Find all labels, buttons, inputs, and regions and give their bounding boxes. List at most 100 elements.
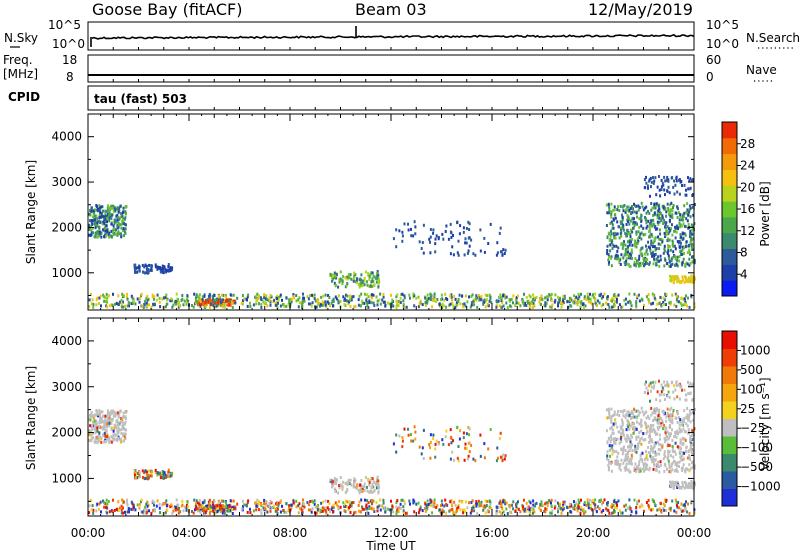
data-cell	[647, 503, 650, 507]
data-cell	[671, 414, 674, 418]
data-cell	[262, 506, 265, 510]
data-cell	[120, 302, 123, 306]
data-cell	[88, 429, 91, 432]
data-cell	[198, 296, 201, 300]
data-cell	[196, 295, 199, 299]
data-cell	[625, 437, 628, 441]
data-cell	[621, 218, 624, 222]
data-cell	[314, 505, 317, 509]
data-cell	[470, 238, 473, 242]
data-cell	[495, 305, 498, 309]
data-cell	[648, 261, 651, 265]
data-cell	[515, 301, 518, 305]
data-cell	[628, 218, 631, 222]
data-cell	[363, 485, 366, 489]
data-cell	[430, 293, 433, 297]
data-cell	[365, 299, 368, 302]
data-cell	[140, 498, 143, 502]
data-cell	[677, 211, 680, 215]
data-cell	[619, 232, 622, 236]
data-cell	[600, 502, 603, 506]
data-cell	[482, 302, 485, 306]
data-cell	[216, 303, 219, 307]
data-cell	[611, 432, 614, 436]
data-cell	[515, 299, 518, 303]
data-cell	[628, 240, 631, 244]
data-cell	[342, 295, 345, 299]
data-cell	[637, 208, 640, 212]
data-cell	[211, 501, 214, 504]
data-cell	[95, 204, 98, 207]
data-cell	[607, 436, 610, 440]
data-cell	[123, 234, 125, 237]
data-cell	[303, 505, 306, 509]
data-cell	[429, 240, 431, 244]
data-cell	[353, 305, 356, 309]
data-cell	[650, 406, 653, 410]
data-cell	[220, 300, 222, 304]
data-cell	[638, 264, 640, 268]
data-cell	[121, 292, 124, 296]
data-cell	[670, 432, 672, 436]
data-cell	[277, 503, 280, 507]
data-cell	[495, 510, 498, 514]
data-cell	[234, 507, 237, 511]
data-cell	[324, 303, 327, 307]
data-cell	[482, 506, 485, 510]
data-cell	[650, 448, 652, 451]
data-cell	[220, 303, 223, 306]
data-cell	[606, 295, 609, 299]
data-cell	[664, 206, 666, 210]
data-cell	[133, 263, 136, 267]
data-cell	[361, 279, 364, 283]
data-cell	[424, 509, 427, 513]
data-cell	[668, 238, 671, 242]
data-cell	[611, 505, 614, 509]
data-cell	[466, 251, 469, 255]
data-cell	[418, 508, 421, 512]
data-cell	[674, 225, 677, 229]
data-cell	[660, 304, 663, 308]
data-cell	[624, 453, 627, 457]
colorbar-segment	[722, 264, 737, 281]
data-cell	[98, 410, 101, 414]
data-cell	[688, 413, 691, 417]
y-tick-label: 3000	[51, 380, 82, 394]
data-cell	[557, 510, 559, 514]
data-cell	[214, 298, 217, 302]
data-cell	[647, 186, 649, 190]
data-cell	[384, 510, 387, 514]
data-cell	[637, 239, 640, 243]
data-cell	[630, 416, 633, 420]
data-cell	[681, 466, 684, 470]
data-cell	[185, 302, 188, 306]
data-cell	[282, 509, 285, 512]
data-cell	[90, 228, 93, 232]
data-cell	[610, 462, 612, 466]
data-cell	[117, 218, 120, 222]
data-cell	[678, 192, 681, 196]
data-cell	[686, 219, 689, 223]
data-cell	[258, 302, 260, 306]
data-cell	[392, 506, 394, 510]
data-cell	[384, 304, 387, 308]
data-cell	[675, 262, 678, 266]
data-cell	[657, 427, 660, 431]
data-cell	[279, 293, 282, 297]
data-cell	[676, 480, 679, 484]
data-cell	[468, 450, 471, 454]
data-cell	[335, 297, 338, 301]
data-cell	[390, 499, 392, 503]
data-cell	[119, 204, 122, 208]
data-cell	[373, 481, 376, 485]
data-cell	[440, 504, 442, 507]
data-cell	[510, 503, 513, 507]
data-cell	[615, 459, 618, 463]
data-cell	[99, 500, 102, 504]
data-cell	[348, 482, 351, 486]
data-cell	[664, 258, 667, 262]
data-cell	[458, 437, 461, 441]
data-cell	[215, 302, 218, 306]
data-cell	[93, 235, 96, 239]
data-cell	[689, 280, 692, 284]
